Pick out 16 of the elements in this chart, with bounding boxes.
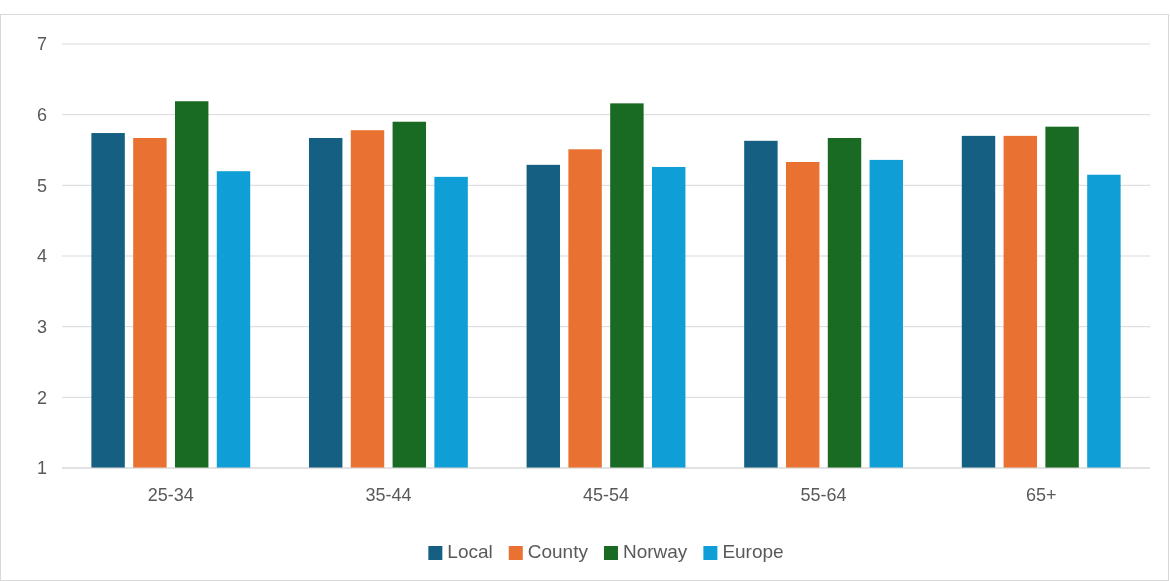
y-tick-label: 1	[36, 458, 48, 479]
x-tick-label: 25-34	[147, 485, 194, 505]
legend-label: County	[527, 541, 589, 562]
y-tick-label: 4	[36, 246, 48, 267]
y-tick-label: 5	[36, 175, 48, 196]
legend-label: Norway	[622, 541, 688, 562]
x-tick-label: 35-44	[365, 485, 412, 505]
y-tick-label: 2	[36, 387, 48, 408]
x-tick-label: 65+	[1025, 485, 1057, 505]
y-tick-label: 3	[36, 316, 48, 337]
x-tick-label: 45-54	[582, 485, 630, 505]
x-tick-label: 55-64	[800, 485, 847, 505]
legend-label: Europe	[722, 541, 784, 562]
y-tick-label: 7	[36, 34, 48, 55]
y-tick-label: 6	[36, 104, 48, 125]
legend-label: Local	[447, 541, 493, 562]
